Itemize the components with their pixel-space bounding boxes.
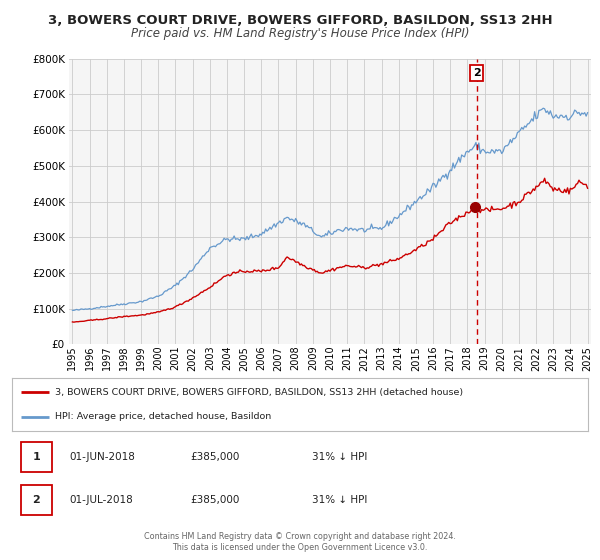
Text: Contains HM Land Registry data © Crown copyright and database right 2024.: Contains HM Land Registry data © Crown c… bbox=[144, 532, 456, 541]
Text: 2: 2 bbox=[32, 495, 40, 505]
Text: 31% ↓ HPI: 31% ↓ HPI bbox=[311, 452, 367, 462]
Text: 2: 2 bbox=[473, 68, 481, 78]
Text: HPI: Average price, detached house, Basildon: HPI: Average price, detached house, Basi… bbox=[55, 412, 271, 421]
Text: 3, BOWERS COURT DRIVE, BOWERS GIFFORD, BASILDON, SS13 2HH (detached house): 3, BOWERS COURT DRIVE, BOWERS GIFFORD, B… bbox=[55, 388, 463, 397]
FancyBboxPatch shape bbox=[20, 486, 52, 515]
Text: £385,000: £385,000 bbox=[191, 495, 240, 505]
Text: 1: 1 bbox=[32, 452, 40, 462]
FancyBboxPatch shape bbox=[20, 442, 52, 472]
Text: 01-JUL-2018: 01-JUL-2018 bbox=[70, 495, 133, 505]
Text: This data is licensed under the Open Government Licence v3.0.: This data is licensed under the Open Gov… bbox=[172, 543, 428, 552]
Text: 31% ↓ HPI: 31% ↓ HPI bbox=[311, 495, 367, 505]
Text: 3, BOWERS COURT DRIVE, BOWERS GIFFORD, BASILDON, SS13 2HH: 3, BOWERS COURT DRIVE, BOWERS GIFFORD, B… bbox=[47, 14, 553, 27]
Text: 01-JUN-2018: 01-JUN-2018 bbox=[70, 452, 136, 462]
Text: Price paid vs. HM Land Registry's House Price Index (HPI): Price paid vs. HM Land Registry's House … bbox=[131, 27, 469, 40]
Text: £385,000: £385,000 bbox=[191, 452, 240, 462]
